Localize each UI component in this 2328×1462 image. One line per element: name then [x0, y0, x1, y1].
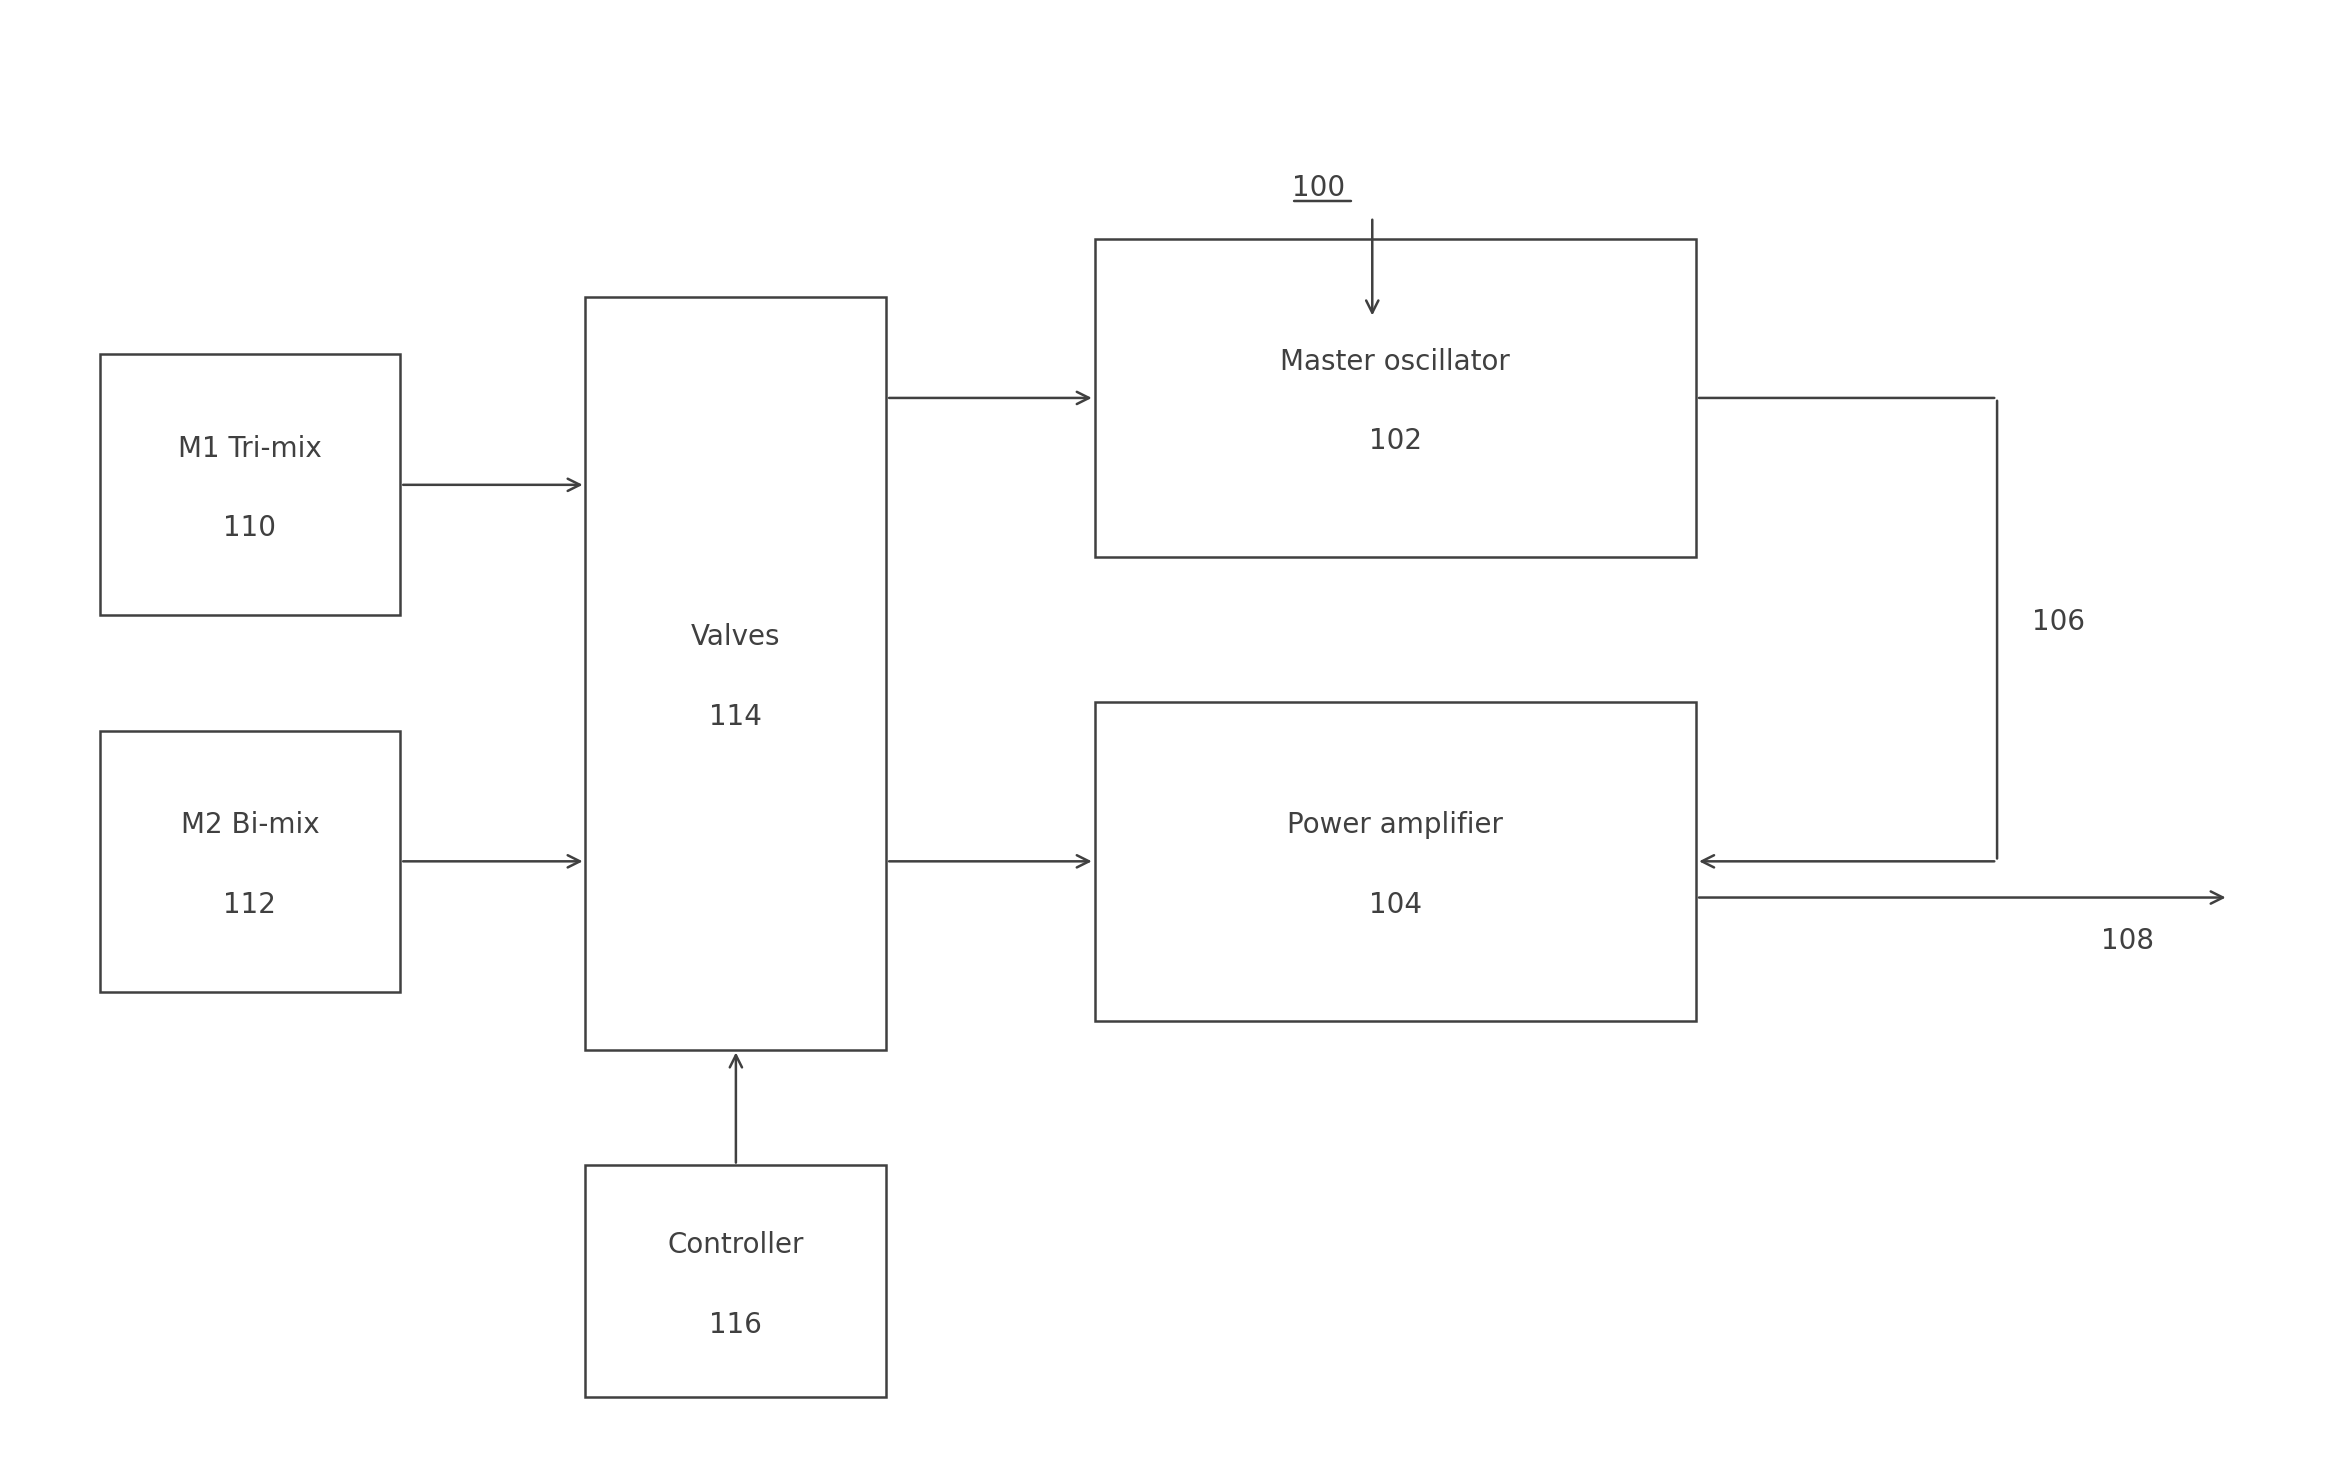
Text: Controller: Controller: [668, 1231, 803, 1259]
FancyBboxPatch shape: [1094, 702, 1697, 1020]
Text: 114: 114: [710, 703, 761, 731]
Text: 104: 104: [1369, 890, 1422, 918]
FancyBboxPatch shape: [100, 354, 400, 616]
Text: M1 Tri-mix: M1 Tri-mix: [177, 434, 321, 462]
Text: 110: 110: [223, 515, 277, 542]
Text: 108: 108: [2102, 927, 2153, 955]
Text: Master oscillator: Master oscillator: [1280, 348, 1511, 376]
Text: 102: 102: [1369, 427, 1422, 455]
FancyBboxPatch shape: [584, 1165, 887, 1398]
Text: Power amplifier: Power amplifier: [1287, 811, 1504, 839]
Text: 106: 106: [2032, 608, 2086, 636]
Text: M2 Bi-mix: M2 Bi-mix: [182, 811, 319, 839]
Text: 112: 112: [223, 890, 277, 918]
FancyBboxPatch shape: [100, 731, 400, 991]
Text: 116: 116: [710, 1311, 761, 1339]
FancyBboxPatch shape: [584, 297, 887, 1050]
FancyBboxPatch shape: [1094, 238, 1697, 557]
Text: 100: 100: [1292, 174, 1346, 202]
Text: Valves: Valves: [691, 623, 780, 651]
